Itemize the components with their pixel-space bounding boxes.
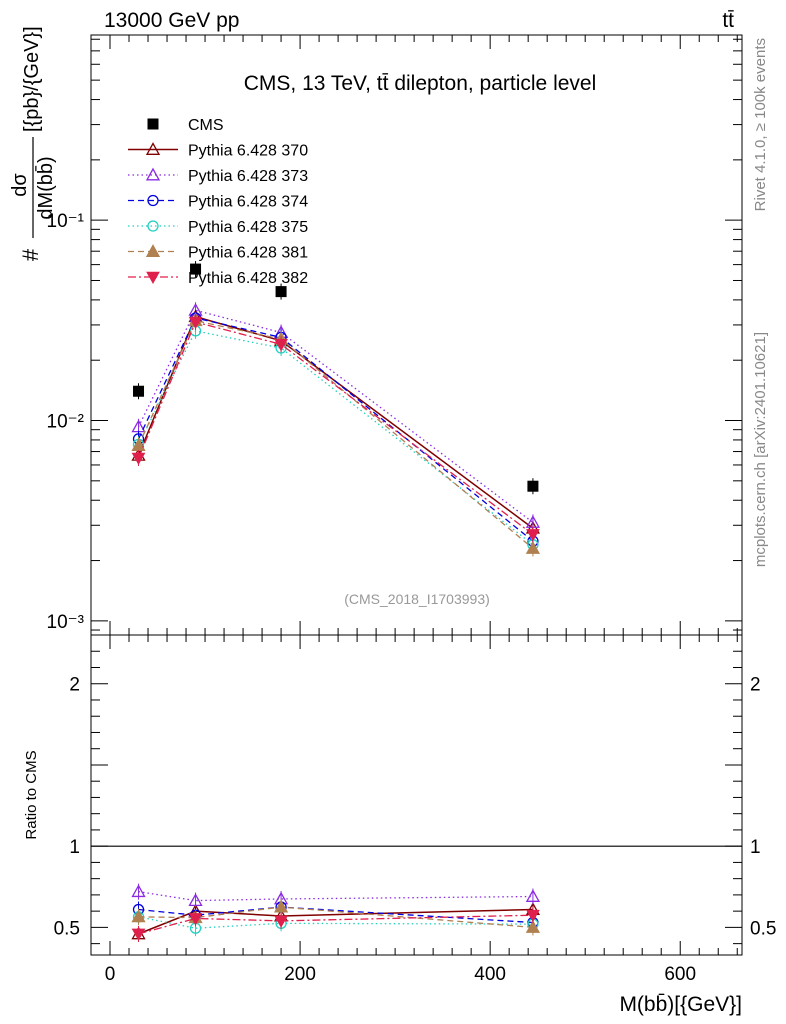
- legend-label: Pythia 6.428 370: [188, 143, 308, 160]
- ratio-y-tick-label-right: 2: [750, 675, 761, 696]
- main-axis-ticks: [91, 35, 742, 635]
- legend-label: Pythia 6.428 381: [188, 245, 308, 262]
- x-tick-label: 0: [105, 964, 116, 985]
- x-tick-labels: 0 200 400 600: [105, 964, 696, 985]
- legend-marker: [146, 271, 160, 285]
- x-tick-label: 200: [284, 964, 316, 985]
- main-point: [525, 541, 541, 554]
- ratio-line-p373: [138, 891, 533, 902]
- ratio-series-p382: [131, 907, 540, 942]
- ratio-point: [274, 915, 288, 928]
- legend-marker: [147, 118, 159, 130]
- main-series-p382: [131, 314, 540, 543]
- x-tick-label: 600: [664, 964, 696, 985]
- legend-item-p382: Pythia 6.428 382: [128, 270, 308, 287]
- main-point: [131, 452, 146, 466]
- ratio-point: [188, 893, 203, 907]
- main-point: [275, 286, 287, 298]
- ratio-point: [131, 884, 146, 898]
- ratio-y-tick-label-left: 0.5: [54, 918, 80, 939]
- y-label-units: [{pb}/{GeV}]: [21, 26, 43, 132]
- main-point: [274, 339, 288, 352]
- main-line-p382: [137, 321, 534, 535]
- legend-item-p381: Pythia 6.428 381: [128, 244, 308, 262]
- main-series-p374: [132, 309, 539, 550]
- y-label-denominator: dM(bb̄): [34, 156, 57, 219]
- x-tick-label: 400: [474, 964, 506, 985]
- ratio-point: [273, 899, 289, 913]
- ratio-point: [188, 913, 203, 926]
- main-point: [188, 316, 203, 330]
- analysis-watermark: (CMS_2018_I1703993): [344, 591, 490, 607]
- legend-item-p370: Pythia 6.428 370: [128, 142, 308, 160]
- header-process-label: tt̄: [722, 9, 734, 32]
- legend-item-p373: Pythia 6.428 373: [128, 167, 308, 185]
- main-point: [526, 529, 540, 542]
- main-y-axis-label: # dσ dM(bb̄) [{pb}/{GeV}]: [9, 26, 57, 261]
- ratio-line-p381: [138, 906, 533, 929]
- rivet-version-label: Rivet 4.1.0, ≥ 100k events: [752, 38, 769, 211]
- legend-label: Pythia 6.428 373: [188, 168, 308, 185]
- main-y-tick-labels: 10⁻¹ 10⁻² 10⁻³: [47, 211, 85, 633]
- chart-title: CMS, 13 TeV, tt̄ dilepton, particle leve…: [244, 72, 597, 95]
- header-energy-label: 13000 GeV pp: [104, 9, 239, 32]
- main-line-p373: [137, 309, 534, 523]
- legend-item-p375: Pythia 6.428 375: [128, 219, 308, 236]
- legend-marker: [145, 167, 161, 181]
- legend-marker: [147, 220, 159, 232]
- main-point: [527, 480, 539, 492]
- x-axis-label: M(bb̄)[{GeV}]: [619, 993, 742, 1016]
- legend-label: Pythia 6.428 375: [188, 219, 308, 236]
- y-label-numerator: dσ: [9, 173, 31, 197]
- main-series-layer: [131, 261, 541, 557]
- legend: CMS Pythia 6.428 370 Pythia 6.428 373 Pythi…: [128, 117, 308, 287]
- ratio-y-tick-label-left: 2: [69, 675, 80, 696]
- ratio-point: [131, 909, 146, 923]
- ratio-y-tick-label-right: 0.5: [750, 918, 776, 939]
- ratio-y-tick-label-right: 1: [750, 837, 761, 858]
- ratio-line-p374: [138, 906, 533, 924]
- main-point: [190, 263, 202, 275]
- ratio-series-layer: [131, 883, 541, 942]
- main-y-tick-label: 10⁻¹: [47, 211, 85, 232]
- legend-marker: [147, 194, 159, 207]
- main-line-p370: [137, 315, 534, 529]
- main-point: [133, 385, 145, 397]
- y-label-prefix: #: [18, 248, 43, 261]
- main-line-p381: [137, 319, 534, 549]
- ratio-line-p382: [138, 914, 533, 935]
- ratio-series-p373: [131, 883, 541, 909]
- mcplots-url-label: mcplots.cern.ch [arXiv:2401.10621]: [752, 332, 769, 567]
- legend-marker: [145, 244, 161, 257]
- ratio-point: [525, 889, 541, 902]
- legend-marker: [145, 142, 161, 155]
- main-line-p375: [137, 330, 534, 546]
- ratio-y-axis-label: Ratio to CMS: [23, 750, 40, 839]
- legend-item-p374: Pythia 6.428 374: [128, 194, 308, 211]
- legend-label: CMS: [188, 117, 224, 134]
- main-series-CMS: [133, 261, 539, 495]
- legend-label: Pythia 6.428 382: [188, 270, 308, 287]
- ratio-point: [525, 920, 541, 933]
- main-y-tick-label: 10⁻³: [47, 612, 85, 633]
- ratio-point: [526, 909, 540, 923]
- legend-label: Pythia 6.428 374: [188, 194, 308, 211]
- ratio-y-tick-labels: 0.5 0.5 1 1 2 2: [54, 675, 777, 940]
- ratio-y-tick-label-left: 1: [69, 837, 80, 858]
- main-y-tick-label: 10⁻²: [47, 412, 85, 433]
- ratio-line-p370: [138, 908, 533, 935]
- ratio-point: [131, 928, 146, 941]
- ratio-axis-ticks: [91, 635, 742, 955]
- main-series-p381: [131, 312, 541, 557]
- ratio-plot-frame: [90, 634, 743, 956]
- main-line-p374: [137, 317, 534, 542]
- main-series-p375: [132, 322, 539, 553]
- legend-item-CMS: CMS: [147, 117, 224, 134]
